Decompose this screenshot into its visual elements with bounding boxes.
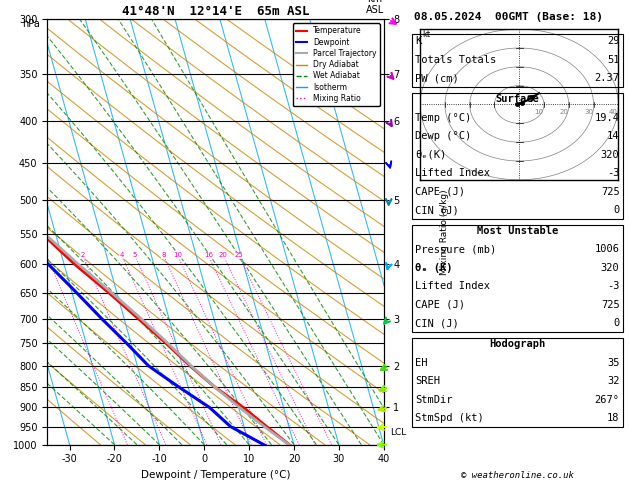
- Text: CIN (J): CIN (J): [415, 318, 459, 329]
- Text: CAPE (J): CAPE (J): [415, 187, 465, 197]
- Text: 5: 5: [133, 252, 137, 259]
- X-axis label: Dewpoint / Temperature (°C): Dewpoint / Temperature (°C): [141, 470, 290, 480]
- Text: K: K: [415, 36, 421, 47]
- Text: 320: 320: [601, 263, 620, 273]
- Text: 267°: 267°: [594, 395, 620, 405]
- Text: Surface: Surface: [496, 94, 539, 104]
- Text: Mixing Ratio (g/kg): Mixing Ratio (g/kg): [440, 189, 448, 275]
- Text: Lifted Index: Lifted Index: [415, 281, 490, 292]
- Text: Lifted Index: Lifted Index: [415, 168, 490, 178]
- Text: CIN (J): CIN (J): [415, 205, 459, 215]
- Text: Hodograph: Hodograph: [489, 339, 545, 349]
- Text: 8: 8: [161, 252, 165, 259]
- Text: 0: 0: [613, 205, 620, 215]
- Text: EH: EH: [415, 358, 428, 368]
- Text: Dewp (°C): Dewp (°C): [415, 131, 471, 141]
- Title: 41°48'N  12°14'E  65m ASL: 41°48'N 12°14'E 65m ASL: [121, 5, 309, 18]
- Text: CAPE (J): CAPE (J): [415, 300, 465, 310]
- Text: 4: 4: [120, 252, 124, 259]
- Text: -3: -3: [607, 281, 620, 292]
- Text: 2.37: 2.37: [594, 73, 620, 84]
- Text: LCL: LCL: [391, 428, 407, 437]
- Text: 16: 16: [204, 252, 213, 259]
- Text: 19.4: 19.4: [594, 113, 620, 123]
- Text: 35: 35: [607, 358, 620, 368]
- Text: 20: 20: [559, 109, 568, 115]
- Text: 25: 25: [234, 252, 243, 259]
- Text: Temp (°C): Temp (°C): [415, 113, 471, 123]
- Text: 29: 29: [607, 36, 620, 47]
- Text: StmSpd (kt): StmSpd (kt): [415, 413, 484, 423]
- Text: -3: -3: [607, 168, 620, 178]
- Text: 725: 725: [601, 187, 620, 197]
- Legend: Temperature, Dewpoint, Parcel Trajectory, Dry Adiabat, Wet Adiabat, Isotherm, Mi: Temperature, Dewpoint, Parcel Trajectory…: [292, 23, 380, 106]
- Text: 10: 10: [173, 252, 182, 259]
- Text: Totals Totals: Totals Totals: [415, 55, 496, 65]
- Text: © weatheronline.co.uk: © weatheronline.co.uk: [461, 471, 574, 480]
- Text: hPa: hPa: [22, 19, 40, 30]
- Text: kt: kt: [423, 30, 431, 39]
- Text: SREH: SREH: [415, 376, 440, 386]
- Text: 20: 20: [219, 252, 228, 259]
- Text: 0: 0: [613, 318, 620, 329]
- Text: 18: 18: [607, 413, 620, 423]
- Text: PW (cm): PW (cm): [415, 73, 459, 84]
- Text: StmDir: StmDir: [415, 395, 453, 405]
- Text: 30: 30: [584, 109, 593, 115]
- Text: 2: 2: [81, 252, 85, 259]
- Text: 32: 32: [607, 376, 620, 386]
- Text: km
ASL: km ASL: [365, 0, 384, 15]
- Text: Most Unstable: Most Unstable: [477, 226, 558, 236]
- Text: θₑ (K): θₑ (K): [415, 263, 453, 273]
- Text: 10: 10: [535, 109, 543, 115]
- Text: 1006: 1006: [594, 244, 620, 255]
- Text: 40: 40: [609, 109, 618, 115]
- Text: θₑ(K): θₑ(K): [415, 150, 447, 160]
- Text: 725: 725: [601, 300, 620, 310]
- Text: 51: 51: [607, 55, 620, 65]
- Text: 14: 14: [607, 131, 620, 141]
- Text: Pressure (mb): Pressure (mb): [415, 244, 496, 255]
- Text: 08.05.2024  00GMT (Base: 18): 08.05.2024 00GMT (Base: 18): [414, 12, 603, 22]
- Text: 320: 320: [601, 150, 620, 160]
